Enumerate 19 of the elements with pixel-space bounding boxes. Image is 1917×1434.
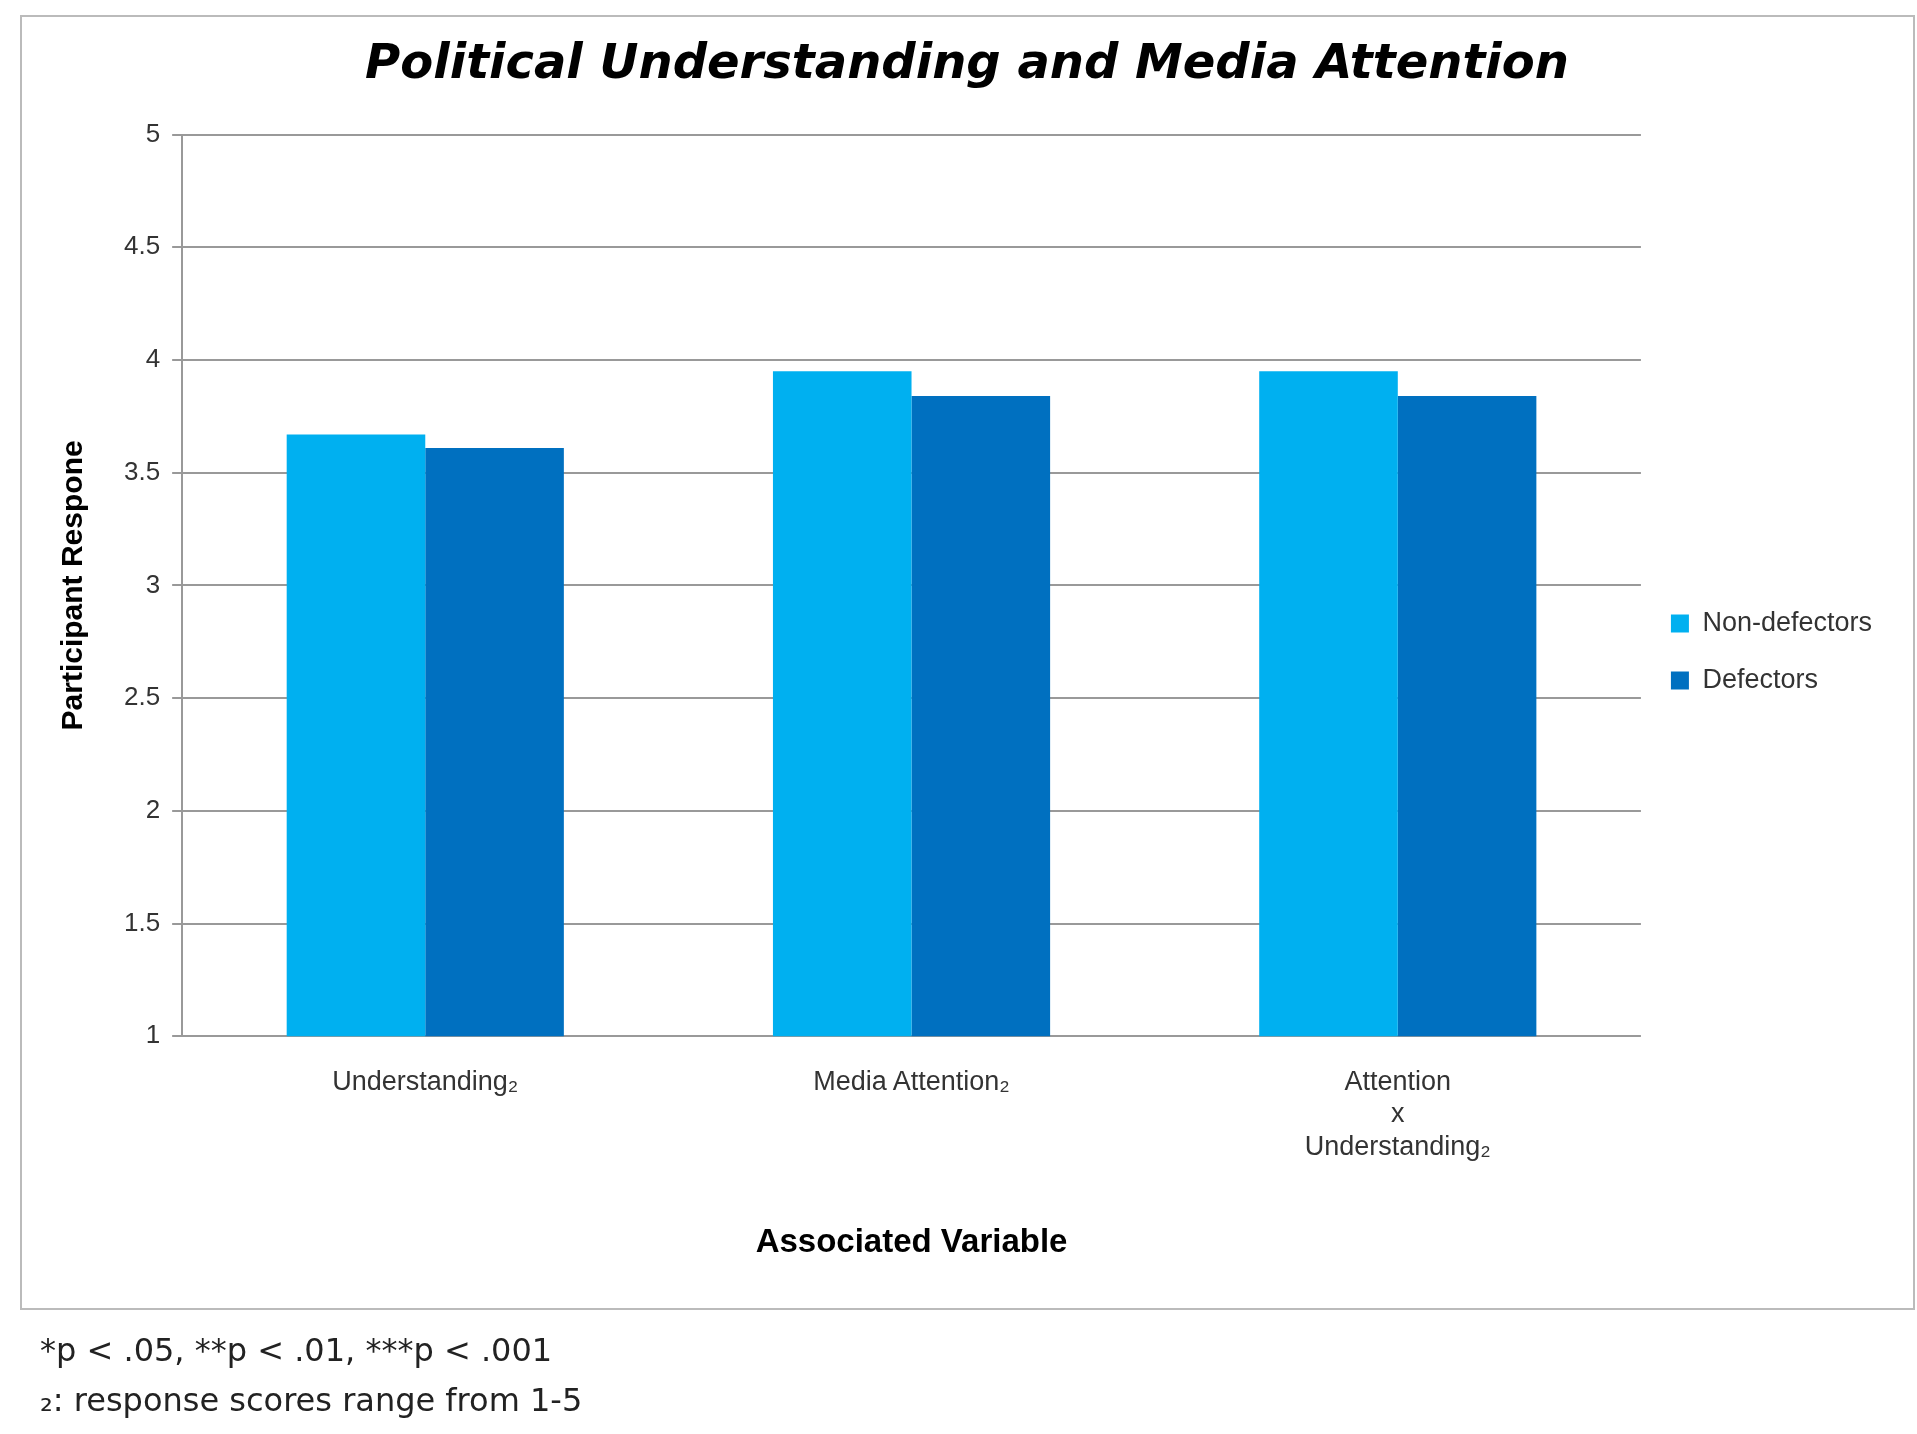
text: ₂: response scores range from 1-5 [40,1380,583,1421]
y-tick-label: 3.5 [123,455,161,486]
y-tick-label: 5 [145,117,161,148]
legend-label: Non-defectors [1702,606,1873,637]
y-tick-label: 2.5 [123,681,161,712]
x-tick-label: Media Attention₂ [813,1065,1010,1096]
x-axis-title: Associated Variable [755,1222,1068,1260]
y-axis-title: Participant Respone [55,440,89,731]
y-tick-label: 1.5 [123,906,161,937]
y-tick-label: 1 [145,1019,161,1050]
y-tick-label: 4.5 [123,230,161,261]
x-tick-label: Attention x Understanding₂ [1304,1065,1491,1161]
text: *p < .05, **p < .01, ***p < .001 [40,1330,554,1371]
legend-label: Defectors [1702,663,1818,694]
y-tick-label: 4 [145,343,161,374]
x-tick-label: Understanding₂ [332,1065,519,1096]
chart-title: Political Understanding and Media Attention [365,33,1569,90]
y-tick-label: 3 [145,568,161,599]
y-tick-label: 2 [145,793,161,824]
